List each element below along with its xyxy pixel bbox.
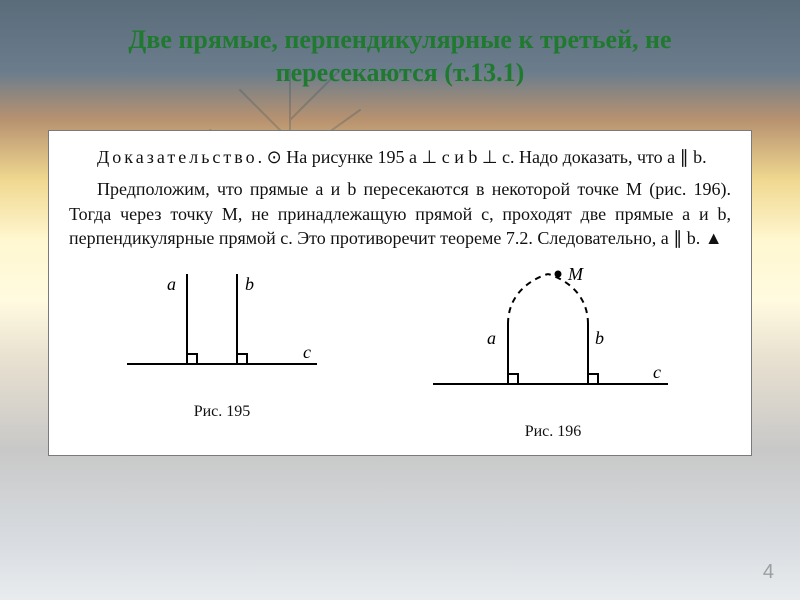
proof-p1-rest: . ⊙ На рисунке 195 a ⊥ c и b ⊥ c. Надо д…: [258, 147, 707, 167]
fig196-label-a: a: [487, 328, 496, 348]
page-number: 4: [763, 561, 774, 584]
fig196-label-m: M: [567, 264, 584, 284]
fig196-label-b: b: [595, 328, 604, 348]
fig195-label-a: a: [167, 274, 176, 294]
title-line-1: Две прямые, перпендикулярные к третьей, …: [128, 25, 671, 54]
fig195-label-c: c: [303, 342, 311, 362]
fig195-label-b: b: [245, 274, 254, 294]
proof-paragraph-2: Предположим, что прямые a и b пересекают…: [69, 177, 731, 250]
figures-row: a b c Рис. 195: [69, 264, 731, 441]
slide-title: Две прямые, перпендикулярные к третьей, …: [0, 24, 800, 89]
title-line-2: пересекаются (т.13.1): [276, 58, 525, 87]
figure-195: a b c Рис. 195: [117, 264, 327, 421]
fig196-label-c: c: [653, 362, 661, 382]
figure-196: a b c M Рис. 196: [423, 264, 683, 441]
proof-panel: Доказательство. ⊙ На рисунке 195 a ⊥ c и…: [48, 130, 752, 456]
slide: Две прямые, перпендикулярные к третьей, …: [0, 0, 800, 600]
fig196-caption: Рис. 196: [423, 423, 683, 441]
fig195-caption: Рис. 195: [117, 403, 327, 421]
proof-word: Доказательство: [97, 147, 258, 167]
proof-paragraph-1: Доказательство. ⊙ На рисунке 195 a ⊥ c и…: [69, 145, 731, 169]
